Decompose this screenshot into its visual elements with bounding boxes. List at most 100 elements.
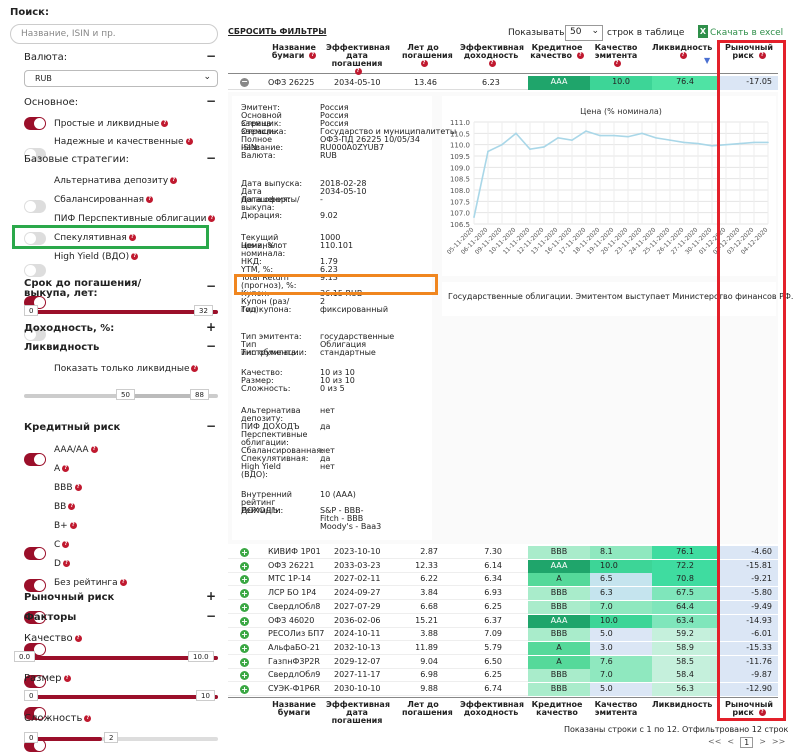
- excel-download-link[interactable]: Скачать в excel: [710, 28, 784, 38]
- size-slider[interactable]: [24, 695, 218, 699]
- help-icon[interactable]: ?: [758, 709, 766, 716]
- help-icon[interactable]: ?: [170, 177, 178, 184]
- help-icon[interactable]: ?: [576, 52, 584, 59]
- help-icon[interactable]: ?: [62, 465, 70, 472]
- liquidity-toggle-icon[interactable]: −: [206, 339, 217, 353]
- toggle-high-yield[interactable]: [24, 328, 46, 341]
- col-credit-header[interactable]: Кредитное качество ?: [530, 44, 584, 60]
- quality-max[interactable]: 10.0: [188, 651, 214, 662]
- col-years-header[interactable]: Лет до погашения: [402, 701, 453, 717]
- pager-first[interactable]: <<: [708, 737, 722, 746]
- complexity-max[interactable]: 2: [104, 732, 119, 743]
- quality-min[interactable]: 0.0: [14, 651, 36, 662]
- expand-row-icon[interactable]: +: [240, 685, 249, 694]
- maturity-toggle-icon[interactable]: −: [206, 279, 217, 293]
- help-icon[interactable]: ?: [208, 215, 216, 222]
- expand-row-icon[interactable]: +: [240, 671, 249, 681]
- table-row[interactable]: + ОФЗ 46020 2036-02-06 15.21 6.37 AAA 10.0 63.4…: [228, 614, 778, 628]
- help-icon[interactable]: ?: [90, 446, 98, 453]
- currency-select[interactable]: RUB ⌄: [24, 70, 218, 87]
- credit-toggle-icon[interactable]: −: [206, 419, 217, 433]
- col-yield-header[interactable]: Эффективная доходность: [460, 701, 524, 717]
- col-name-header[interactable]: Название бумаги: [268, 701, 320, 717]
- help-icon[interactable]: ?: [758, 52, 766, 59]
- col-quality-header[interactable]: Качество эмитента: [590, 701, 642, 717]
- expand-row-icon[interactable]: +: [240, 575, 249, 585]
- toggle-pif[interactable]: [24, 264, 46, 277]
- pager-last[interactable]: >>: [771, 737, 786, 746]
- toggle-reliable[interactable]: [24, 148, 46, 161]
- table-row[interactable]: + ОФЗ 26221 2033-03-23 12.33 6.14 AAA 10.0 72.2…: [228, 559, 778, 573]
- help-icon[interactable]: ?: [84, 714, 92, 722]
- rows-per-page-select[interactable]: 50 ⌄: [565, 25, 603, 41]
- col-yield-header[interactable]: Эффективная доходность ?: [460, 44, 524, 68]
- expand-row-icon[interactable]: +: [240, 548, 249, 557]
- toggle-credit-2[interactable]: [24, 611, 46, 624]
- table-row[interactable]: + СУЭК-Ф1Р6R 2030-10-10 9.88 6.74 BBB 5.0 56.3-…: [228, 683, 778, 696]
- maturity-slider[interactable]: [24, 310, 218, 314]
- complexity-min[interactable]: 0: [24, 732, 39, 743]
- col-date-header[interactable]: Эффективная дата погашения: [326, 701, 390, 725]
- col-date-header[interactable]: Эффективная дата погашения ?: [326, 44, 390, 76]
- help-icon[interactable]: ?: [613, 60, 621, 67]
- market-risk-toggle-icon[interactable]: +: [206, 589, 217, 603]
- reset-filters-link[interactable]: СБРОСИТЬ ФИЛЬТРЫ: [228, 27, 327, 36]
- col-quality-header[interactable]: Качество эмитента ?: [590, 44, 642, 68]
- help-icon[interactable]: ?: [420, 60, 428, 67]
- liquidity-max[interactable]: 88: [190, 389, 209, 400]
- basic-toggle-icon[interactable]: −: [206, 94, 217, 108]
- help-icon[interactable]: ?: [354, 68, 362, 75]
- table-row[interactable]: + ЛСР БО 1Р4 2024-09-27 3.84 6.93 BBB 6.3 67.5-…: [228, 587, 778, 601]
- expand-row-icon[interactable]: +: [240, 630, 249, 640]
- help-icon[interactable]: ?: [63, 674, 71, 682]
- help-icon[interactable]: ?: [74, 484, 82, 491]
- strategies-toggle-icon[interactable]: −: [206, 151, 217, 165]
- maturity-max[interactable]: 32: [194, 305, 213, 316]
- table-row[interactable]: + СвердлОбл8 2027-07-29 6.68 6.25 BBB 7.0 64.4-…: [228, 600, 778, 614]
- help-icon[interactable]: ?: [62, 541, 70, 548]
- sort-desc-icon[interactable]: ▼: [704, 56, 711, 65]
- table-row[interactable]: + АльфаБО-21 2032-10-13 11.89 5.79 A 3.0 58.9 -1…: [228, 641, 778, 655]
- help-icon[interactable]: ?: [62, 560, 70, 567]
- expand-row-icon[interactable]: +: [240, 561, 249, 571]
- toggle-simple-liquid[interactable]: [24, 117, 46, 130]
- quality-slider[interactable]: [14, 656, 218, 660]
- expand-row-icon[interactable]: +: [240, 643, 249, 653]
- help-icon[interactable]: ?: [679, 52, 687, 59]
- toggle-liquid-only[interactable]: [24, 453, 46, 466]
- collapse-row-icon[interactable]: −: [240, 77, 249, 87]
- expand-row-icon[interactable]: +: [240, 616, 249, 626]
- col-name-header[interactable]: Название бумаги ?: [268, 44, 320, 60]
- table-row-expanded[interactable]: − ОФЗ 26225 2034-05-10 13.46 6.23 AAA 10…: [228, 76, 778, 90]
- col-credit-header[interactable]: Кредитное качество: [530, 701, 584, 717]
- toggle-credit-0[interactable]: [24, 547, 46, 560]
- help-icon[interactable]: ?: [68, 503, 76, 510]
- help-icon[interactable]: ?: [191, 365, 199, 372]
- col-liquidity-header[interactable]: Ликвидность ?: [652, 44, 712, 60]
- search-input[interactable]: Название, ISIN и пр.: [10, 24, 218, 44]
- expand-row-icon[interactable]: +: [240, 657, 249, 667]
- complexity-slider[interactable]: [24, 737, 218, 741]
- table-row[interactable]: + КИВИФ 1Р01 2023-10-10 2.87 7.30 BBB 8.1 76.1-…: [228, 546, 778, 559]
- table-row[interactable]: + МТС 1Р-14 2027-02-11 6.22 6.34 A 6.5 70.8 -9.2…: [228, 573, 778, 587]
- currency-toggle-icon[interactable]: −: [206, 49, 217, 63]
- col-risk-header[interactable]: Рыночный риск ?: [723, 44, 775, 60]
- maturity-min[interactable]: 0: [24, 305, 39, 316]
- table-row[interactable]: + СвердлОбл9 2027-11-17 6.98 6.25 BBB 7.0 58.4-…: [228, 669, 778, 683]
- col-years-header[interactable]: Лет до погашения ?: [402, 44, 453, 68]
- table-row[interactable]: + РЕСОЛиз БП7 2024-10-11 3.88 7.09 BBB 5.0 59.2…: [228, 628, 778, 642]
- size-min[interactable]: 0: [24, 690, 39, 701]
- col-liquidity-header[interactable]: Ликвидность: [652, 701, 712, 709]
- expand-row-icon[interactable]: +: [240, 589, 249, 599]
- col-risk-header[interactable]: Рыночный риск ?: [723, 701, 775, 717]
- help-icon[interactable]: ?: [131, 253, 139, 260]
- toggle-credit-1[interactable]: [24, 579, 46, 592]
- expand-row-icon[interactable]: +: [240, 602, 249, 612]
- help-icon[interactable]: ?: [128, 234, 136, 241]
- size-max[interactable]: 10: [196, 690, 215, 701]
- pager-next[interactable]: >: [759, 737, 766, 746]
- pager-current[interactable]: 1: [740, 737, 754, 748]
- factors-toggle-icon[interactable]: −: [206, 609, 217, 623]
- table-row[interactable]: + ГазпнФ3Р2R 2029-12-07 9.04 6.50 A 7.6 58.5 -11…: [228, 655, 778, 669]
- help-icon[interactable]: ?: [119, 579, 127, 586]
